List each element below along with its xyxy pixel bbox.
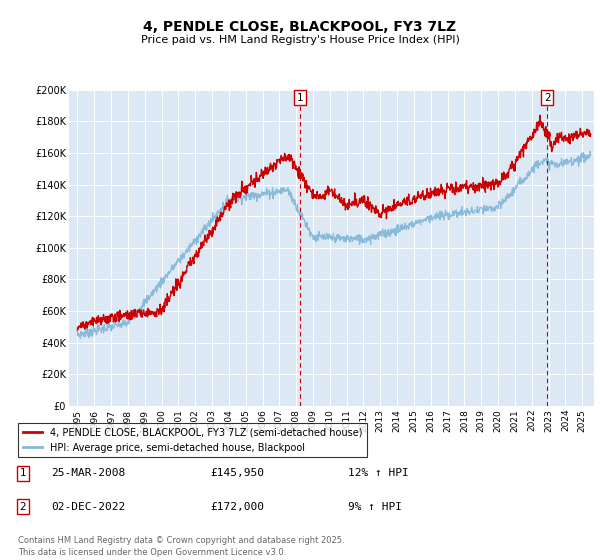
Text: 2: 2 [19, 502, 26, 512]
Text: Price paid vs. HM Land Registry's House Price Index (HPI): Price paid vs. HM Land Registry's House … [140, 35, 460, 45]
Text: 2: 2 [544, 92, 551, 102]
Text: 02-DEC-2022: 02-DEC-2022 [51, 502, 125, 512]
Text: 4, PENDLE CLOSE, BLACKPOOL, FY3 7LZ: 4, PENDLE CLOSE, BLACKPOOL, FY3 7LZ [143, 20, 457, 34]
Legend: 4, PENDLE CLOSE, BLACKPOOL, FY3 7LZ (semi-detached house), HPI: Average price, s: 4, PENDLE CLOSE, BLACKPOOL, FY3 7LZ (sem… [18, 423, 367, 458]
Text: £172,000: £172,000 [210, 502, 264, 512]
Text: 1: 1 [19, 468, 26, 478]
Text: Contains HM Land Registry data © Crown copyright and database right 2025.
This d: Contains HM Land Registry data © Crown c… [18, 536, 344, 557]
Text: 1: 1 [297, 92, 304, 102]
Text: 12% ↑ HPI: 12% ↑ HPI [348, 468, 409, 478]
Text: £145,950: £145,950 [210, 468, 264, 478]
Text: 9% ↑ HPI: 9% ↑ HPI [348, 502, 402, 512]
Text: 25-MAR-2008: 25-MAR-2008 [51, 468, 125, 478]
